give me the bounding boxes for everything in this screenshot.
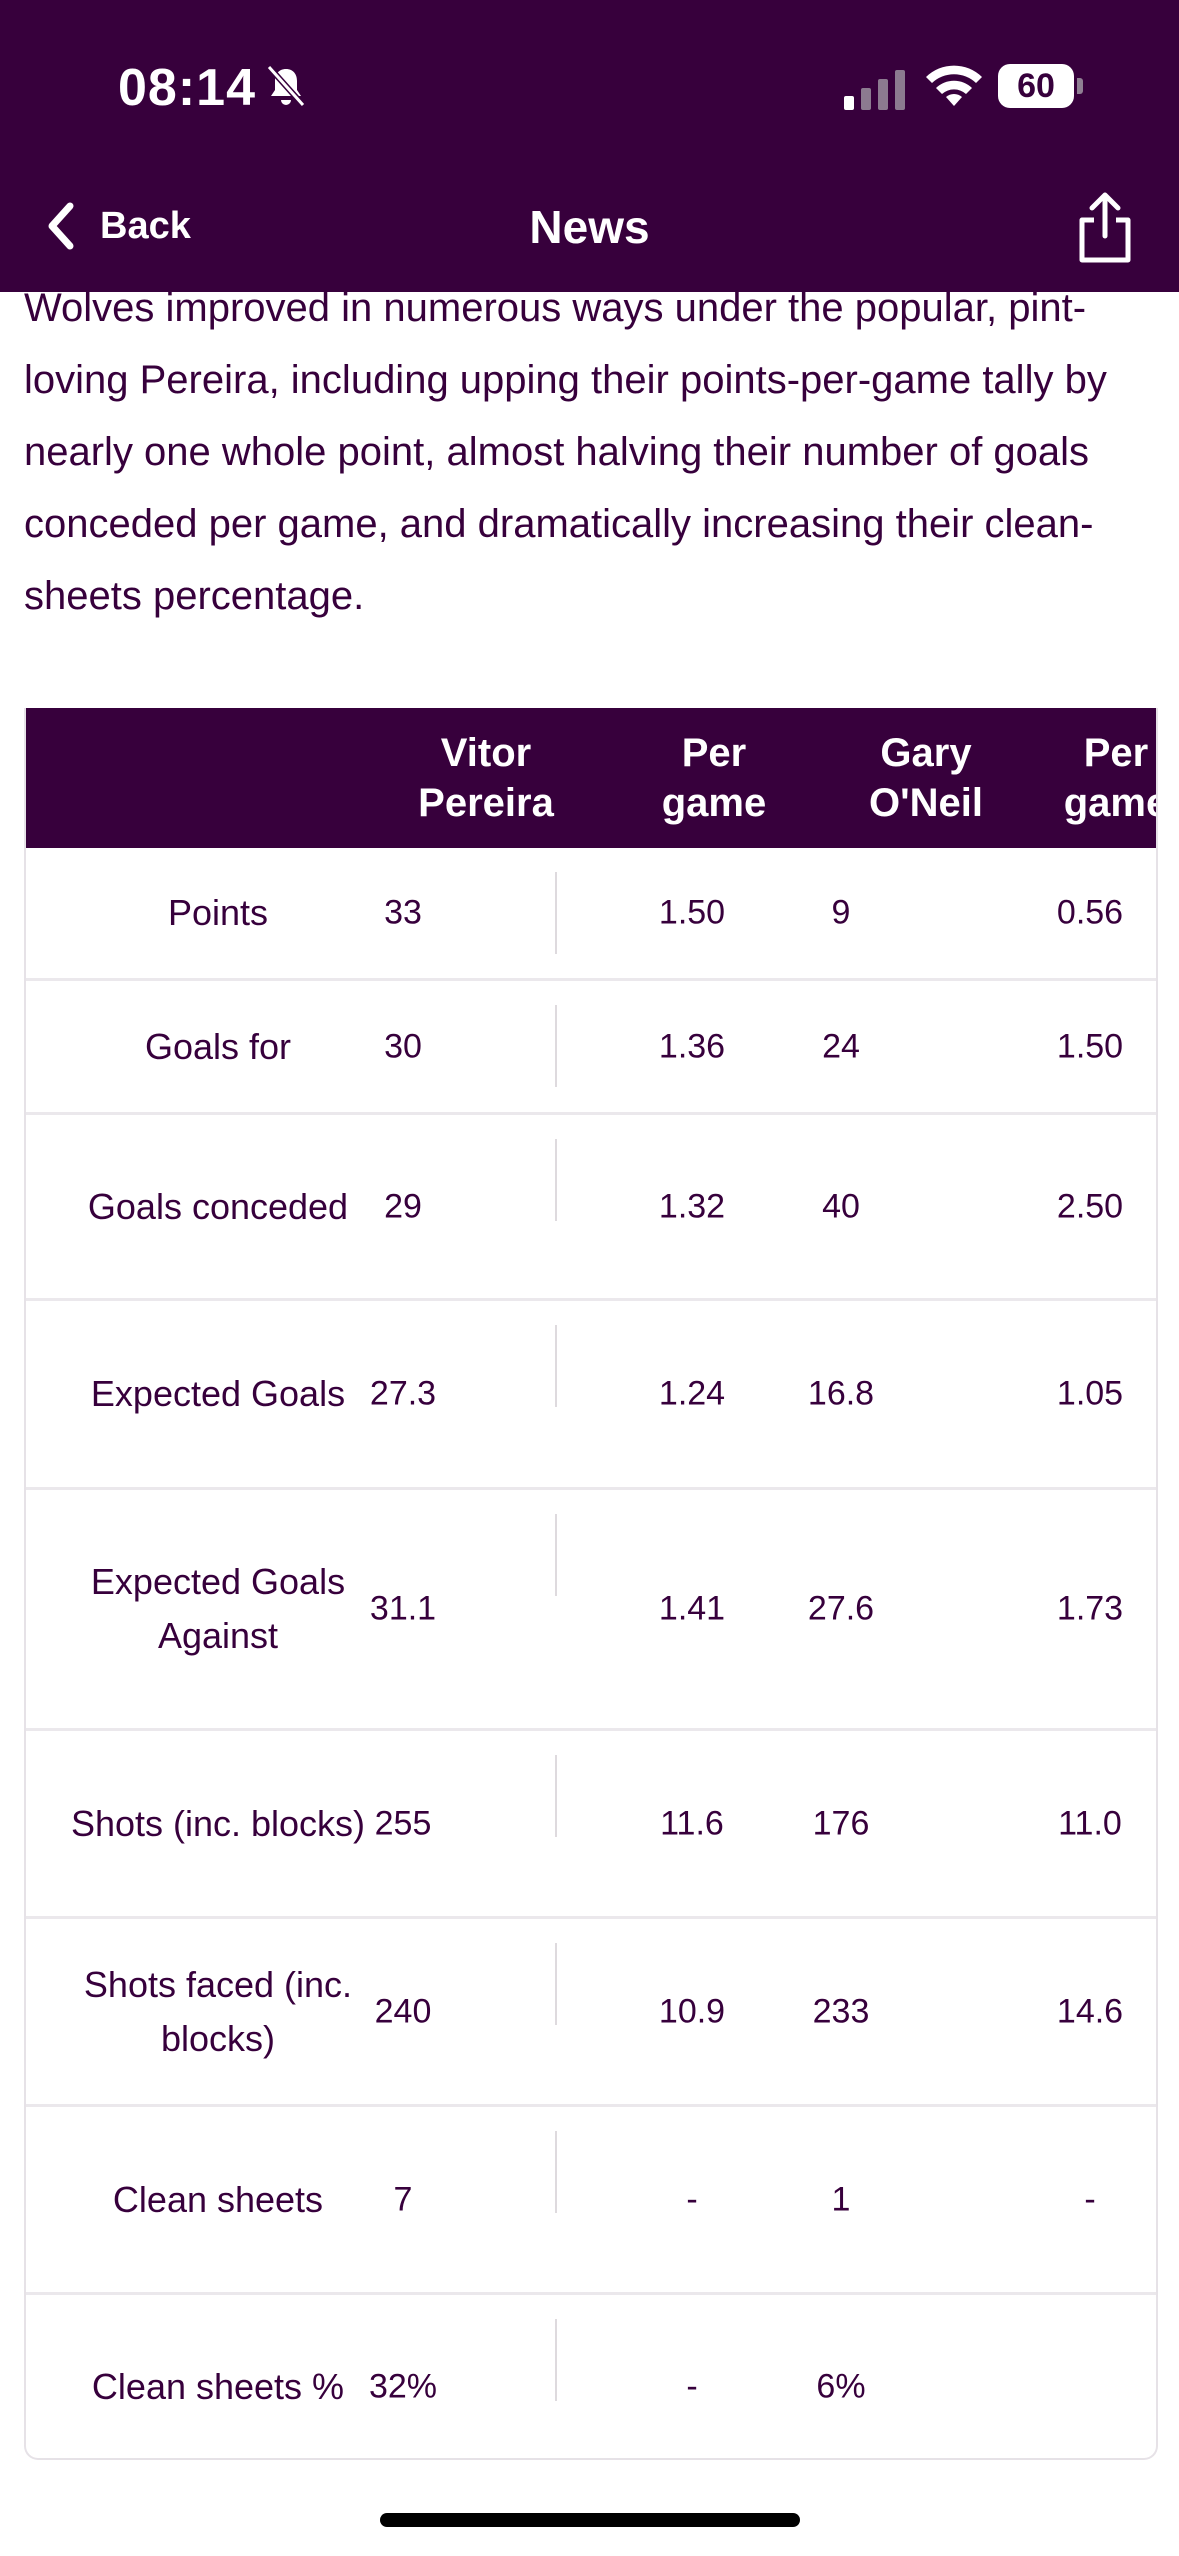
cell-vp-per-game: 1.36 xyxy=(658,1027,726,1065)
row-label: Goals for xyxy=(144,1025,292,1067)
cell-gary-oneil: 24 xyxy=(822,1027,860,1065)
table-header: Vitor Pereira Per game Gary O'Neil Per g… xyxy=(26,708,1156,848)
cell-go-per-game: 1.05 xyxy=(1056,1374,1124,1413)
column-divider xyxy=(555,1139,557,1221)
cell-go-per-game: 2.50 xyxy=(1056,1187,1124,1225)
home-indicator xyxy=(380,2513,800,2527)
row-label: Clean sheets xyxy=(112,2178,324,2220)
table-row: Goals conceded 29 1.32 40 2.50 xyxy=(26,1115,1156,1301)
column-divider xyxy=(555,1943,557,2025)
cell-gary-oneil: 9 xyxy=(831,893,851,932)
share-icon[interactable] xyxy=(1074,190,1136,264)
table-body: Points 33 1.50 9 0.56 Goals for 30 1.36 24 1.50 Go… xyxy=(26,848,1156,2458)
cell-gary-oneil: 27.6 xyxy=(807,1589,875,1628)
cell-vp-per-game: - xyxy=(686,2367,698,2405)
cell-vitor-pereira: 29 xyxy=(384,1187,422,1225)
wifi-icon xyxy=(926,65,982,106)
header-gary-oneil: Gary O'Neil xyxy=(869,731,983,825)
header-per-game-2: Per game xyxy=(1063,731,1158,825)
cell-vitor-pereira: 30 xyxy=(384,1027,422,1065)
back-button[interactable]: Back xyxy=(44,198,191,254)
cell-go-per-game: 11.0 xyxy=(1058,1804,1122,1842)
cell-vitor-pereira: 7 xyxy=(393,2180,413,2218)
article-paragraph: Wolves improved in numerous ways under t… xyxy=(24,286,1107,618)
table-row: Points 33 1.50 9 0.56 xyxy=(26,848,1156,981)
back-label: Back xyxy=(100,204,191,247)
table-row: Shots faced (inc. blocks) 240 10.9 233 14.6 xyxy=(26,1919,1156,2107)
cell-vp-per-game: 11.6 xyxy=(660,1804,724,1842)
cell-vitor-pereira: 31.1 xyxy=(369,1589,437,1628)
row-label: Shots faced (inc. blocks) xyxy=(83,1963,353,2059)
column-divider xyxy=(555,2131,557,2213)
cell-vp-per-game: 1.50 xyxy=(658,893,726,932)
app-header: 08:14 60 Back News xyxy=(0,0,1179,292)
cell-vitor-pereira: 33 xyxy=(384,893,422,932)
table-row: Expected Goals Against 31.1 1.41 27.6 1.73 xyxy=(26,1490,1156,1731)
cell-gary-oneil: 1 xyxy=(831,2180,851,2218)
battery-nub xyxy=(1077,78,1083,94)
column-divider xyxy=(555,1005,557,1087)
table-row: Shots (inc. blocks) 255 11.6 176 11.0 xyxy=(26,1731,1156,1919)
row-label: Expected Goals xyxy=(90,1373,346,1414)
cell-go-per-game: 1.50 xyxy=(1056,1027,1124,1065)
cell-vp-per-game: 1.24 xyxy=(658,1374,726,1413)
cell-vitor-pereira: 240 xyxy=(374,1992,432,2030)
chevron-left-icon xyxy=(48,202,74,250)
row-label: Goals conceded xyxy=(87,1185,349,1227)
cell-go-per-game: 1.73 xyxy=(1056,1589,1124,1628)
header-per-game-1: Per game xyxy=(661,731,767,825)
status-time: 08:14 xyxy=(118,59,256,117)
table-row: Expected Goals 27.3 1.24 16.8 1.05 xyxy=(26,1301,1156,1490)
cell-gary-oneil: 16.8 xyxy=(807,1374,875,1413)
row-label: Clean sheets % xyxy=(91,2365,345,2407)
cell-vp-per-game: 10.9 xyxy=(658,1992,726,2030)
cell-go-per-game: 0.56 xyxy=(1056,893,1124,932)
table-row: Clean sheets % 32% - 6% xyxy=(26,2295,1156,2458)
cellular-signal-icon xyxy=(844,70,905,110)
table-row: Clean sheets 7 - 1 - xyxy=(26,2107,1156,2295)
cell-vp-per-game: 1.32 xyxy=(658,1187,726,1225)
column-divider xyxy=(555,1514,557,1596)
row-label: Points xyxy=(167,892,269,933)
stats-table: Vitor Pereira Per game Gary O'Neil Per g… xyxy=(24,708,1158,2460)
cell-gary-oneil: 40 xyxy=(822,1187,860,1225)
header-vitor-pereira: Vitor Pereira xyxy=(418,731,554,825)
cell-gary-oneil: 6% xyxy=(816,2367,866,2405)
column-divider xyxy=(555,1325,557,1407)
cell-vitor-pereira: 255 xyxy=(374,1804,432,1842)
battery-indicator: 60 xyxy=(998,64,1074,108)
column-divider xyxy=(555,872,557,954)
cell-gary-oneil: 233 xyxy=(812,1992,870,2030)
page-title: News xyxy=(529,201,650,253)
cell-vp-per-game: 1.41 xyxy=(658,1589,726,1628)
bell-muted-icon xyxy=(266,64,306,108)
cell-go-per-game: - xyxy=(1084,2180,1096,2218)
row-label: Shots (inc. blocks) xyxy=(70,1802,366,1844)
table-row: Goals for 30 1.36 24 1.50 xyxy=(26,981,1156,1115)
column-divider xyxy=(555,1755,557,1837)
column-divider xyxy=(555,2319,557,2401)
cell-vitor-pereira: 27.3 xyxy=(369,1374,437,1413)
row-label: Expected Goals Against xyxy=(90,1561,346,1656)
cell-gary-oneil: 176 xyxy=(812,1804,870,1842)
cell-vitor-pereira: 32% xyxy=(368,2367,438,2405)
cell-vp-per-game: - xyxy=(686,2180,698,2218)
cell-go-per-game: 14.6 xyxy=(1056,1992,1124,2030)
